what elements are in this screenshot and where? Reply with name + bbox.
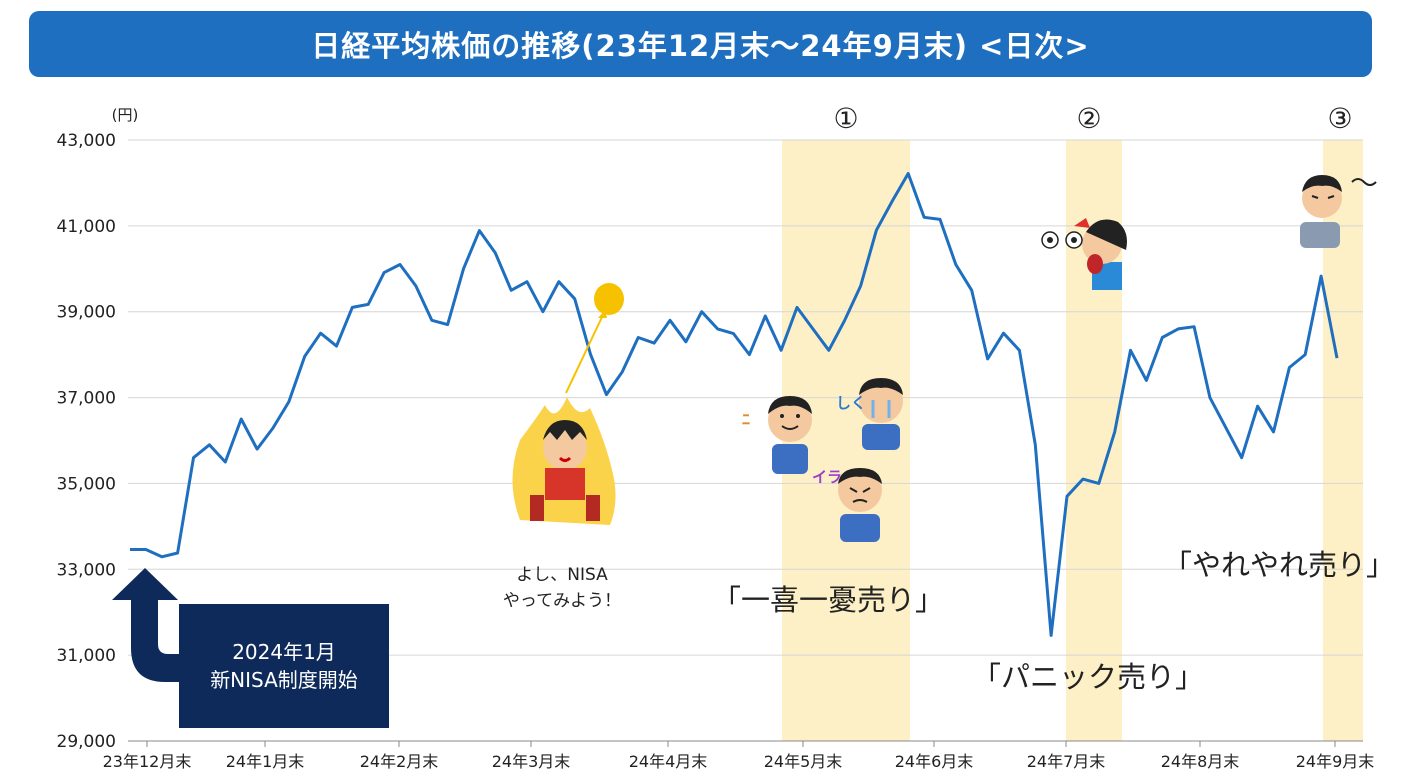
svg-text:ﾆ: ﾆ: [742, 410, 750, 429]
y-tick-label: 41,000: [57, 217, 116, 237]
svg-text:しく: しく: [836, 394, 866, 412]
y-tick-label: 43,000: [57, 131, 116, 151]
x-tick-label: 24年8月末: [1161, 752, 1240, 771]
speech-line-2: やってみよう！: [503, 591, 621, 611]
callout-ichiki-uri: 「一喜一憂売り」: [712, 583, 944, 617]
fire-person-icon: [512, 397, 616, 525]
x-tick-label: 24年6月末: [895, 752, 974, 771]
x-tick-label: 24年1月末: [226, 752, 305, 771]
series-line: [130, 172, 1339, 637]
y-axis: 43,000 41,000 39,000 37,000 35,000 33,000 31,0…: [57, 131, 116, 752]
chart-title: 日経平均株価の推移(23年12月末～24年9月末) <日次>: [311, 29, 1090, 63]
tired-person-icon: [1300, 175, 1377, 248]
speech-line-1: よし、NISA: [516, 565, 608, 585]
y-tick-label: 33,000: [57, 560, 116, 580]
crying-person-icon: しく: [836, 378, 903, 450]
x-tick-label: 23年12月末: [103, 752, 192, 771]
nisa-box-line1: 2024年1月: [232, 640, 336, 664]
y-tick-label: 35,000: [57, 474, 116, 494]
y-tick-label: 29,000: [57, 732, 116, 752]
y-tick-label: 37,000: [57, 389, 116, 409]
callout-panic-uri: 「パニック売り」: [972, 660, 1204, 694]
buy-point-dot: [594, 283, 624, 315]
panic-person-icon: [1041, 218, 1127, 290]
x-tick-label: 24年4月末: [629, 752, 708, 771]
callout-yareyare-uri: 「やれやれ売り」: [1163, 548, 1395, 582]
new-nisa-box: 2024年1月 新NISA制度開始: [179, 604, 389, 728]
angry-person-icon: イラ: [812, 468, 882, 542]
y-tick-label: 31,000: [57, 646, 116, 666]
marker-3: ③: [1327, 102, 1352, 135]
x-axis: 23年12月末 24年1月末 24年2月末 24年3月末 24年4月末 24年5月末 24年…: [103, 741, 1375, 771]
svg-text:イラ: イラ: [812, 468, 842, 486]
happy-person-icon: ﾆ: [742, 396, 812, 474]
y-unit-label: (円): [112, 106, 139, 124]
x-tick-label: 24年2月末: [360, 752, 439, 771]
x-tick-label: 24年9月末: [1296, 752, 1375, 771]
title-bar: 日経平均株価の推移(23年12月末～24年9月末) <日次>: [29, 11, 1372, 77]
pointer-line: [565, 314, 604, 394]
x-tick-label: 24年7月末: [1027, 752, 1106, 771]
x-tick-label: 24年5月末: [764, 752, 843, 771]
y-tick-label: 39,000: [57, 303, 116, 323]
x-tick-label: 24年3月末: [492, 752, 571, 771]
up-arrow-icon: [112, 568, 180, 682]
nisa-box-line2: 新NISA制度開始: [210, 668, 358, 692]
marker-2: ②: [1076, 102, 1101, 135]
marker-1: ①: [833, 102, 858, 135]
